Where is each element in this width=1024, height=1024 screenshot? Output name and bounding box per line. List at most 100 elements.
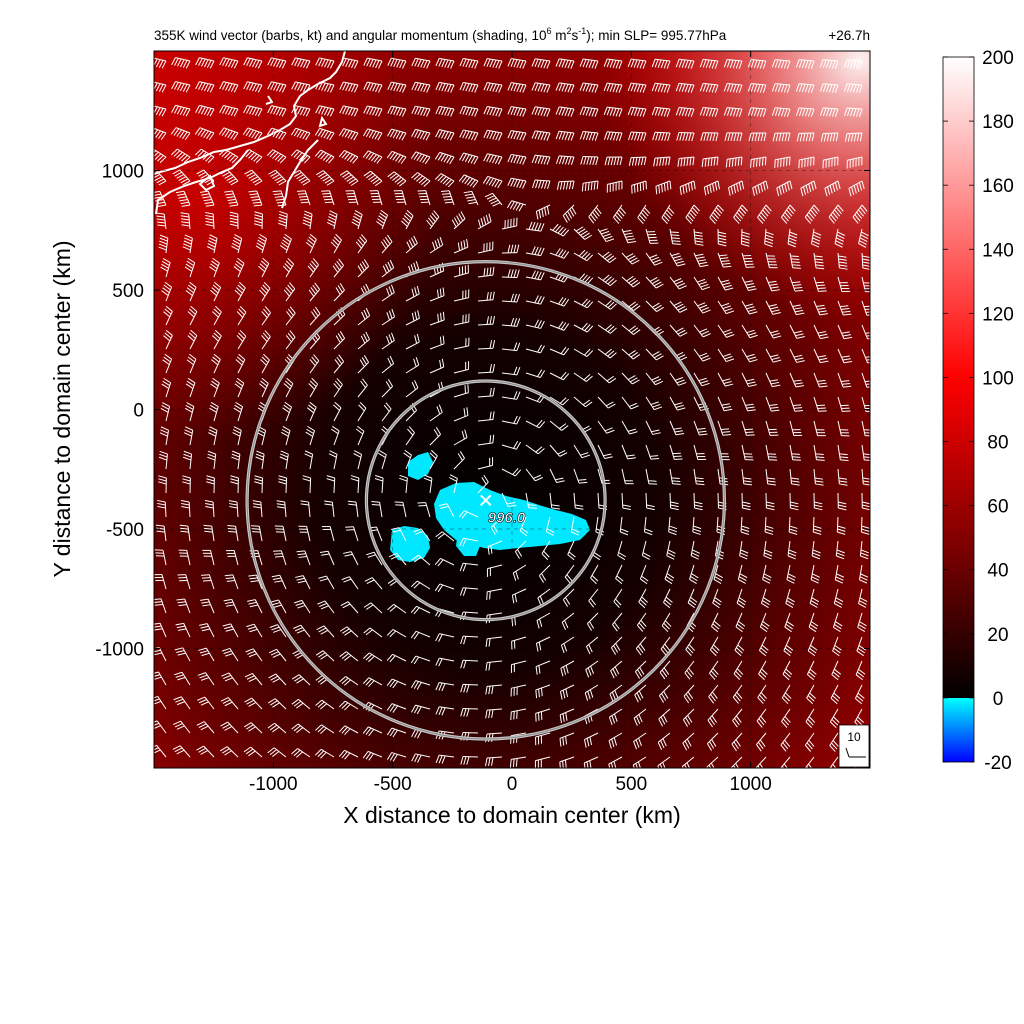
wind-barb [278,210,288,230]
wind-barb [584,732,599,748]
wind-barb [279,450,289,470]
wind-barb [343,551,359,566]
wind-barb [512,564,527,581]
wind-barb [357,307,371,326]
wind-barb [219,104,239,117]
wind-barb [417,502,431,518]
wind-barb [485,660,503,671]
wind-barb [387,128,407,141]
wind-barb [525,369,546,378]
wind-barb [837,468,848,486]
wind-barb [822,156,839,169]
wind-barb [535,204,551,220]
wind-barb [820,132,839,142]
wind-barb [187,305,198,326]
wind-barb [843,83,863,93]
wind-barb [490,516,503,535]
wind-barb [258,257,270,278]
wind-barb [645,300,664,313]
wind-barb [785,588,795,608]
wind-barb [266,149,287,164]
wind-barb [363,81,383,93]
wind-barb [653,156,671,167]
wind-barb [675,106,695,117]
wind-barb [857,612,867,633]
wind-barb [485,708,503,719]
wind-barb [579,131,599,141]
wind-barb [538,564,551,583]
wind-barb [684,660,695,680]
wind-barb [429,287,445,302]
wind-barb [837,444,849,462]
wind-barb [381,284,395,302]
wind-barb [387,105,407,117]
wind-barb [525,492,537,509]
wind-barb [723,58,743,69]
wind-barb [321,190,335,206]
colorbar-tick-label: 0 [993,689,1004,710]
wind-barb [685,636,696,656]
wind-barb [405,380,419,398]
wind-barb [597,324,617,334]
wind-barb [315,699,335,710]
wind-barb [206,234,218,254]
wind-barb [197,672,215,686]
wind-barb [771,107,791,117]
wind-barb [160,258,171,278]
wind-barb [405,235,418,254]
wind-barb [183,450,193,470]
wind-barb [813,492,823,511]
wind-barb [453,429,468,446]
wind-barb [357,378,368,398]
wind-barb [581,180,599,192]
wind-barb [573,492,584,510]
wind-barb [549,444,568,457]
wind-barb [510,660,527,673]
wind-barb [567,540,576,561]
wind-barb [172,720,191,734]
wind-barb [333,331,346,350]
wind-barb [621,420,638,435]
wind-barb [712,588,722,609]
wind-barb [220,697,239,710]
wind-barb [319,550,335,566]
wind-barb [209,257,220,278]
wind-barb [810,564,820,584]
wind-barb [157,499,167,518]
wind-barb [740,228,750,247]
wind-barb [451,211,466,230]
wind-barb [163,305,173,326]
wind-barb [708,684,719,704]
wind-barb [787,228,798,248]
wind-barb [183,426,194,446]
wind-barb [610,660,623,679]
wind-barb [194,148,215,164]
wind-barb [789,468,800,486]
wind-barb [669,396,686,411]
wind-barb [234,377,245,398]
wind-barb [609,684,623,702]
wind-barb [776,180,793,197]
wind-barb [531,106,551,117]
wind-barb [459,105,479,117]
wind-barb [610,636,623,655]
wind-barb [170,148,191,164]
wind-barb [717,324,735,338]
wind-barb [525,468,543,482]
wind-barb [765,468,776,486]
wind-barb [243,722,263,734]
wind-barb [429,427,441,446]
wind-barb [584,684,599,701]
wind-barb [410,151,431,165]
wind-barb [221,672,239,686]
wind-barb [353,450,363,470]
wind-barb [613,588,623,608]
title-sup3: -1 [578,26,586,36]
wind-barb [709,204,724,224]
wind-barb [423,474,433,494]
wind-barb [549,296,570,307]
wind-barb [675,58,695,69]
wind-barb [808,612,819,633]
wind-barb [837,396,851,412]
wind-barb [585,660,599,678]
